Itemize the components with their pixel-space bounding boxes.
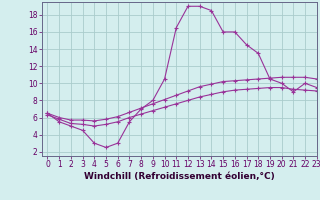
X-axis label: Windchill (Refroidissement éolien,°C): Windchill (Refroidissement éolien,°C) (84, 172, 275, 181)
